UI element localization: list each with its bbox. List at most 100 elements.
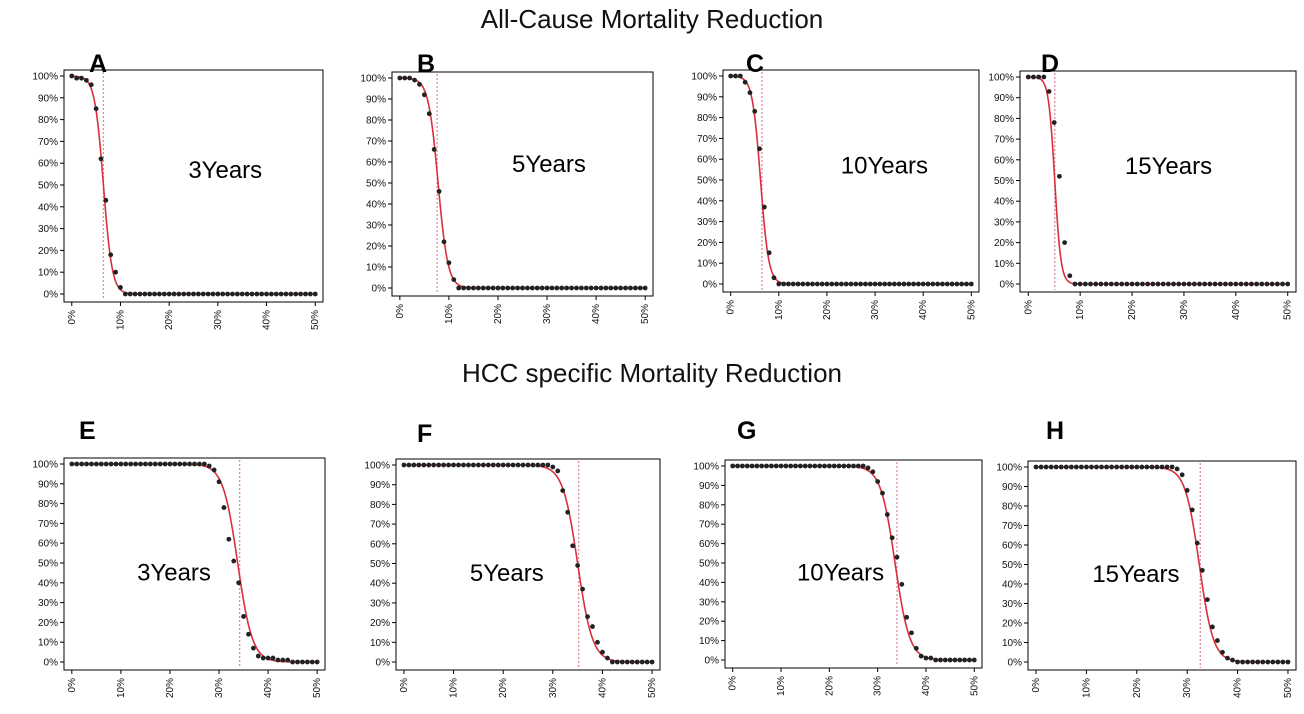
data-point: [1078, 464, 1084, 470]
plot-frame: [724, 459, 983, 669]
data-point: [1067, 273, 1073, 279]
data-point: [555, 468, 561, 474]
data-point: [225, 291, 230, 297]
data-point: [1088, 281, 1093, 287]
plot-frame: [1027, 460, 1297, 671]
data-point: [797, 463, 803, 469]
data-point: [773, 463, 779, 469]
data-point: [1058, 464, 1064, 470]
data-point: [295, 659, 300, 665]
data-point: [814, 281, 820, 287]
data-point: [254, 291, 260, 297]
data-point: [312, 291, 318, 297]
years-label: 15Years: [1125, 153, 1212, 180]
data-point: [264, 291, 269, 297]
data-point: [197, 461, 202, 467]
data-point: [1280, 281, 1285, 287]
data-point: [431, 147, 437, 152]
data-point: [1119, 464, 1125, 470]
data-point: [1062, 240, 1068, 246]
data-point: [870, 469, 876, 475]
y-tick-label: 20%: [994, 238, 1014, 249]
data-point: [539, 285, 545, 291]
data-point: [1041, 74, 1047, 80]
data-point: [510, 462, 516, 468]
data-point: [639, 659, 645, 665]
data-point: [1098, 281, 1104, 287]
data-point: [569, 285, 574, 291]
data-point: [1250, 659, 1256, 665]
data-point: [505, 285, 511, 291]
y-tick-label: 50%: [994, 176, 1014, 187]
data-point: [1179, 472, 1185, 478]
y-tick-label: 20%: [38, 618, 58, 629]
data-point: [1033, 464, 1039, 470]
data-point: [918, 653, 924, 659]
data-point: [967, 657, 972, 663]
panel-label-a: A: [89, 50, 108, 78]
y-tick-label: 70%: [699, 520, 719, 531]
data-point: [241, 614, 246, 619]
data-point: [421, 462, 427, 468]
data-point: [624, 659, 630, 665]
x-tick-label: 50%: [1283, 300, 1294, 320]
data-point: [475, 462, 481, 468]
data-point: [968, 281, 974, 287]
data-point: [805, 281, 811, 287]
data-point: [1089, 464, 1094, 470]
data-point: [535, 462, 541, 468]
data-point: [143, 461, 148, 467]
data-point: [1184, 488, 1190, 493]
data-point: [234, 291, 240, 297]
data-point: [904, 614, 910, 620]
data-point: [157, 291, 162, 297]
y-tick-label: 80%: [370, 500, 390, 511]
y-tick-label: 90%: [699, 481, 719, 492]
data-point: [923, 655, 929, 661]
data-point: [550, 464, 556, 470]
data-point: [954, 281, 960, 287]
data-point: [221, 505, 227, 510]
data-point: [456, 285, 462, 291]
data-point: [515, 462, 521, 468]
data-point: [480, 462, 486, 468]
data-point: [1233, 281, 1239, 287]
x-tick-label: 10%: [116, 678, 127, 698]
data-point: [278, 291, 284, 297]
data-point: [735, 463, 740, 469]
data-point: [588, 285, 594, 291]
data-point: [79, 75, 84, 81]
data-point: [1186, 281, 1192, 287]
data-point: [309, 659, 315, 665]
y-tick-label: 50%: [38, 181, 58, 192]
data-point: [1149, 464, 1155, 470]
data-point: [495, 462, 501, 468]
y-tick-label: 40%: [994, 197, 1014, 208]
data-point: [246, 631, 251, 637]
data-point: [559, 285, 565, 291]
chart-panel-c: 0% 10% 20% 30% 40% 50% 60% 70% 80% 90% 100% 0% 10% 20…: [691, 69, 980, 320]
data-point: [1255, 659, 1261, 665]
y-tick-label: 0%: [703, 280, 718, 291]
data-point: [947, 657, 953, 663]
data-point: [466, 285, 471, 291]
data-point: [800, 281, 806, 287]
panel-label-c: C: [746, 50, 765, 78]
x-tick-label: 30%: [873, 676, 884, 696]
data-point: [901, 281, 907, 287]
y-tick-label: 70%: [366, 137, 386, 148]
y-tick-label: 80%: [366, 116, 386, 127]
data-point: [500, 285, 506, 291]
data-point: [574, 285, 579, 291]
data-point: [530, 462, 536, 468]
data-point: [1171, 281, 1176, 287]
data-point: [1144, 464, 1150, 470]
data-point: [913, 645, 919, 651]
y-tick-label: 90%: [366, 95, 386, 106]
years-label: 10Years: [797, 559, 884, 586]
x-tick-label: 10%: [115, 310, 126, 330]
data-point: [1063, 464, 1069, 470]
y-tick-label: 100%: [988, 73, 1014, 84]
data-point: [288, 291, 294, 297]
data-point: [1114, 464, 1120, 470]
